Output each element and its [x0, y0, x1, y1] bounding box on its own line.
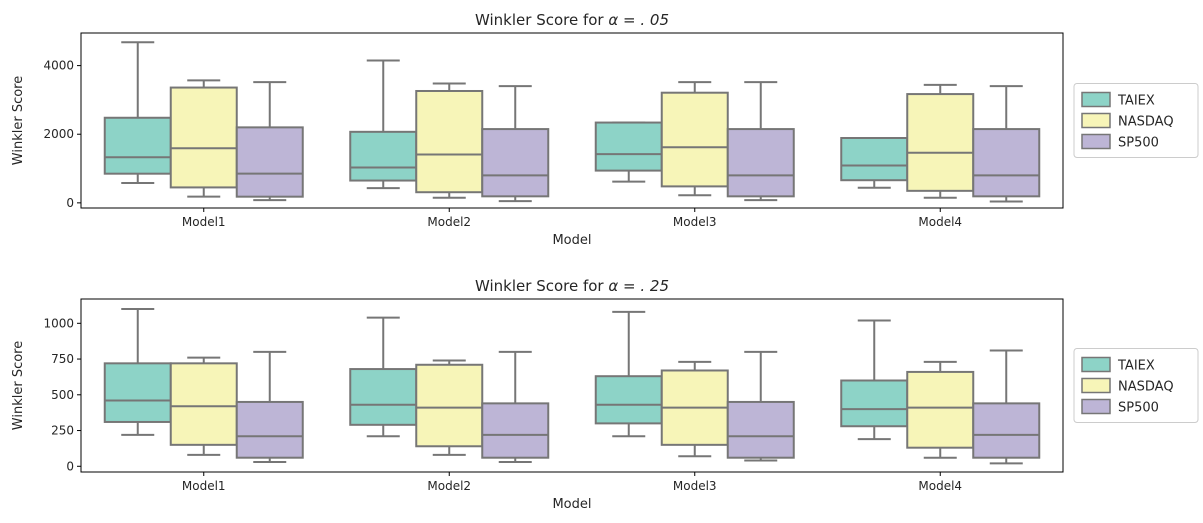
chart-title: Winkler Score for α = . 05: [475, 11, 669, 29]
x-tick-label: Model2: [427, 215, 471, 229]
y-tick-label: 1000: [43, 316, 74, 330]
x-tick-label: Model4: [918, 479, 962, 493]
box-body: [349, 368, 418, 426]
box-sp500-model1: [235, 350, 304, 463]
legend-swatch-taiex: [1081, 356, 1111, 373]
box-sp500-model3: [726, 81, 795, 202]
legend-label-sp500: SP500: [1118, 136, 1159, 151]
legend-swatch-sp500: [1081, 133, 1111, 150]
box-nasdaq-model3: [660, 360, 729, 458]
legend-swatch-nasdaq: [1081, 377, 1111, 394]
legend-label-nasdaq: NASDAQ: [1118, 380, 1174, 395]
box-body: [594, 121, 663, 172]
x-tick-label: Model3: [673, 479, 717, 493]
box-nasdaq-model1: [169, 79, 238, 198]
box-sp500-model4: [972, 85, 1041, 203]
chart-title: Winkler Score for α = . 25: [475, 277, 669, 295]
box-body: [594, 375, 663, 425]
box-taiex-model1: [103, 41, 172, 184]
box-sp500-model1: [235, 81, 304, 202]
box-sp500-model2: [481, 85, 550, 203]
box-nasdaq-model4: [906, 83, 975, 199]
y-tick-label: 750: [51, 352, 74, 366]
x-axis-label: Model: [552, 233, 591, 248]
x-axis-label: Model: [552, 497, 591, 512]
box-sp500-model2: [481, 350, 550, 463]
box-body: [415, 89, 484, 194]
box-body: [169, 86, 238, 189]
box-body: [906, 370, 975, 449]
chart-panel-1: 0 2000 4000 Model1 Model2 Model3 Model4 Winkler…: [11, 11, 1199, 248]
box-nasdaq-model2: [415, 359, 484, 456]
box-body: [235, 400, 304, 459]
legend-swatch-taiex: [1081, 91, 1111, 108]
box-nasdaq-model3: [660, 81, 729, 197]
x-tick-label: Model4: [918, 215, 962, 229]
y-tick-label: 0: [66, 196, 74, 210]
x-tick-label: Model1: [182, 479, 226, 493]
box-body: [169, 362, 238, 446]
legend: TAIEX NASDAQ SP500: [1073, 348, 1199, 423]
box-body: [103, 116, 172, 175]
box-taiex-model3: [594, 310, 663, 438]
box-body: [840, 137, 909, 182]
y-tick-label: 250: [51, 424, 74, 438]
box-nasdaq-model2: [415, 82, 484, 199]
y-tick-label: 0: [66, 459, 74, 473]
legend-label-taiex: TAIEX: [1117, 94, 1155, 109]
box-taiex-model2: [349, 316, 418, 438]
x-tick-label: Model3: [673, 215, 717, 229]
box-body: [660, 91, 729, 188]
box-body: [972, 128, 1041, 198]
legend-label-nasdaq: NASDAQ: [1118, 115, 1174, 130]
legend-label-sp500: SP500: [1118, 401, 1159, 416]
box-body: [415, 363, 484, 448]
box-sp500-model4: [972, 349, 1041, 465]
y-tick-label: 4000: [43, 59, 74, 73]
box-taiex-model3: [594, 121, 663, 183]
box-taiex-model4: [840, 319, 909, 441]
box-body: [726, 128, 795, 198]
y-tick-label: 500: [51, 388, 74, 402]
box-body: [481, 128, 550, 198]
chart-title-math: α = . 25: [608, 277, 669, 295]
box-nasdaq-model4: [906, 360, 975, 459]
legend-swatch-nasdaq: [1081, 112, 1111, 129]
plot-frame: [80, 298, 1064, 473]
legend: TAIEX NASDAQ SP500: [1073, 83, 1199, 158]
box-body: [235, 126, 304, 198]
box-body: [906, 93, 975, 192]
box-body: [726, 400, 795, 459]
box-taiex-model2: [349, 59, 418, 190]
box-body: [972, 402, 1041, 459]
x-tick-label: Model1: [182, 215, 226, 229]
y-tick-label: 2000: [43, 127, 74, 141]
box-body: [349, 130, 418, 182]
plot-frame: [80, 32, 1064, 209]
legend-swatch-sp500: [1081, 398, 1111, 415]
y-axis-label: Winkler Score: [11, 341, 26, 430]
chart-title-prefix: Winkler Score for: [475, 277, 608, 295]
box-body: [103, 362, 172, 423]
box-nasdaq-model1: [169, 356, 238, 456]
box-taiex-model1: [103, 308, 172, 436]
box-body: [481, 402, 550, 459]
y-axis-label: Winkler Score: [11, 76, 26, 165]
chart-title-prefix: Winkler Score for: [475, 11, 608, 29]
box-sp500-model3: [726, 350, 795, 462]
x-tick-label: Model2: [427, 479, 471, 493]
box-taiex-model4: [840, 137, 909, 189]
box-body: [840, 379, 909, 428]
chart-panel-2: 0 250 500 750 1000 Model1 Model2 Model3 Model4 Wi…: [11, 277, 1199, 512]
chart-title-math: α = . 05: [608, 11, 669, 29]
legend-label-taiex: TAIEX: [1117, 359, 1155, 374]
